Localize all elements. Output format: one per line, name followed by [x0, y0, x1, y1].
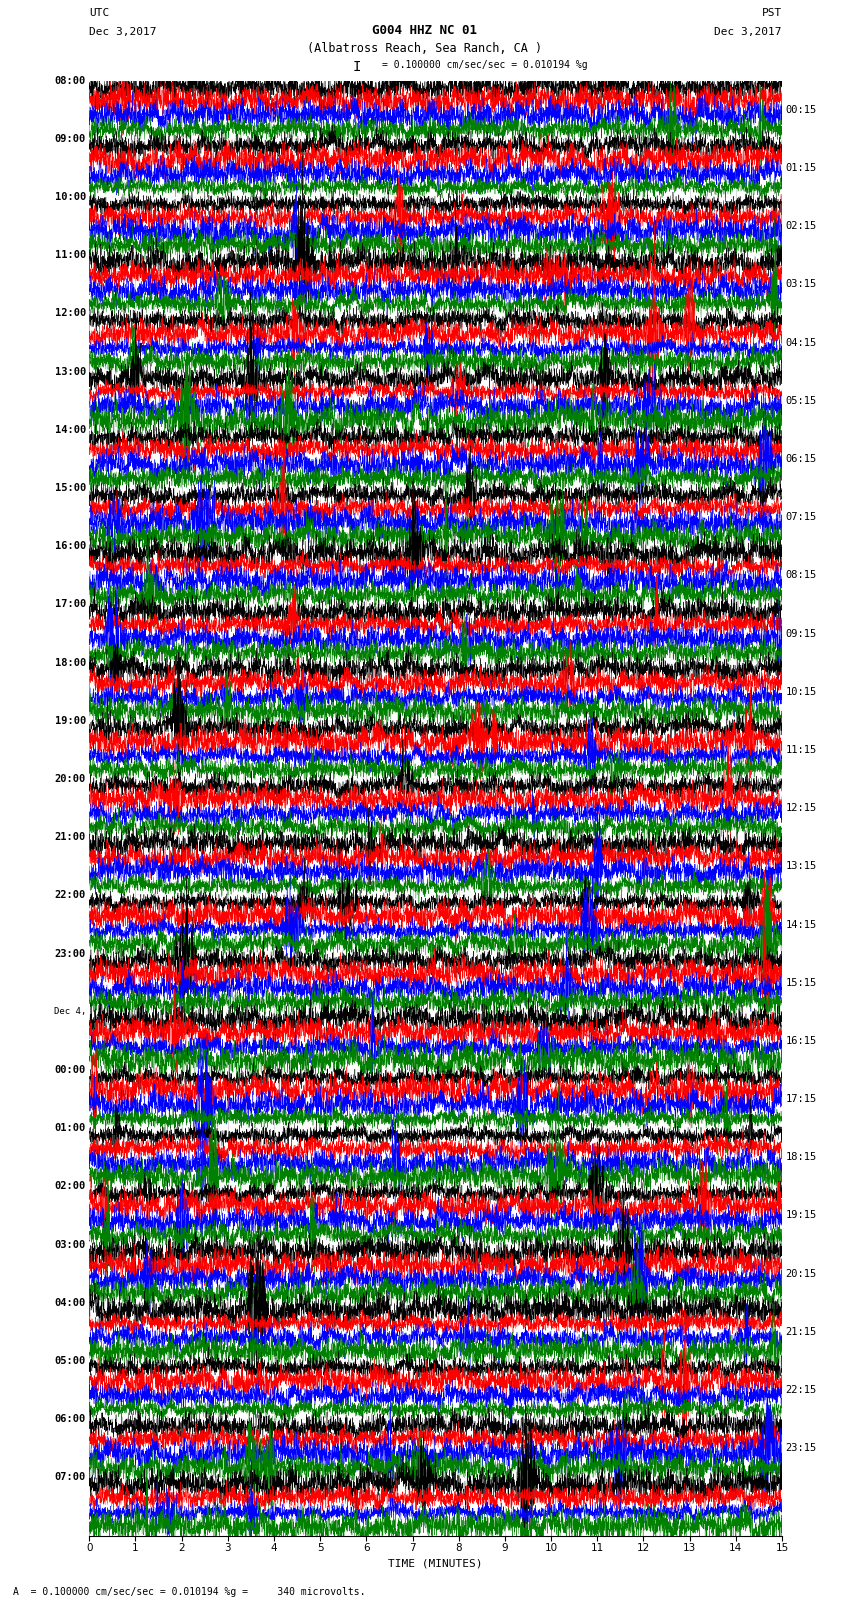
Text: 06:15: 06:15: [785, 453, 817, 465]
Text: 06:00: 06:00: [54, 1415, 86, 1424]
Text: 20:00: 20:00: [54, 774, 86, 784]
Text: (Albatross Reach, Sea Ranch, CA ): (Albatross Reach, Sea Ranch, CA ): [308, 42, 542, 55]
Text: 15:15: 15:15: [785, 977, 817, 987]
Text: 08:15: 08:15: [785, 571, 817, 581]
Text: 00:00: 00:00: [54, 1065, 86, 1074]
Text: 18:00: 18:00: [54, 658, 86, 668]
Text: 03:00: 03:00: [54, 1240, 86, 1250]
Text: 18:15: 18:15: [785, 1152, 817, 1163]
Text: 10:15: 10:15: [785, 687, 817, 697]
Text: UTC: UTC: [89, 8, 110, 18]
Text: 02:00: 02:00: [54, 1181, 86, 1192]
Text: G004 HHZ NC 01: G004 HHZ NC 01: [372, 24, 478, 37]
Text: 08:00: 08:00: [54, 76, 86, 85]
Text: 22:15: 22:15: [785, 1386, 817, 1395]
Text: 12:00: 12:00: [54, 308, 86, 318]
Text: 11:00: 11:00: [54, 250, 86, 260]
Text: Dec 4,: Dec 4,: [54, 1007, 86, 1016]
Text: 01:15: 01:15: [785, 163, 817, 173]
Text: 14:15: 14:15: [785, 919, 817, 929]
Text: 11:15: 11:15: [785, 745, 817, 755]
Text: I: I: [353, 60, 361, 74]
Text: 04:15: 04:15: [785, 337, 817, 347]
Text: 15:00: 15:00: [54, 482, 86, 494]
Text: A  = 0.100000 cm/sec/sec = 0.010194 %g =     340 microvolts.: A = 0.100000 cm/sec/sec = 0.010194 %g = …: [13, 1587, 366, 1597]
Text: 16:15: 16:15: [785, 1036, 817, 1045]
Text: = 0.100000 cm/sec/sec = 0.010194 %g: = 0.100000 cm/sec/sec = 0.010194 %g: [382, 60, 588, 69]
Text: 17:15: 17:15: [785, 1094, 817, 1103]
Text: 09:15: 09:15: [785, 629, 817, 639]
Text: 12:15: 12:15: [785, 803, 817, 813]
Text: 13:15: 13:15: [785, 861, 817, 871]
Text: 04:00: 04:00: [54, 1298, 86, 1308]
Text: 07:00: 07:00: [54, 1473, 86, 1482]
Text: Dec 3,2017: Dec 3,2017: [715, 27, 782, 37]
Text: 13:00: 13:00: [54, 366, 86, 376]
Text: 23:00: 23:00: [54, 948, 86, 958]
Text: Dec 3,2017: Dec 3,2017: [89, 27, 156, 37]
Text: 22:00: 22:00: [54, 890, 86, 900]
Text: 02:15: 02:15: [785, 221, 817, 231]
Text: PST: PST: [762, 8, 782, 18]
Text: 05:00: 05:00: [54, 1357, 86, 1366]
Text: 23:15: 23:15: [785, 1444, 817, 1453]
Text: 07:15: 07:15: [785, 513, 817, 523]
X-axis label: TIME (MINUTES): TIME (MINUTES): [388, 1558, 483, 1569]
Text: 19:15: 19:15: [785, 1210, 817, 1221]
Text: 16:00: 16:00: [54, 542, 86, 552]
Text: 21:15: 21:15: [785, 1327, 817, 1337]
Text: 20:15: 20:15: [785, 1269, 817, 1279]
Text: 21:00: 21:00: [54, 832, 86, 842]
Text: 03:15: 03:15: [785, 279, 817, 289]
Text: 19:00: 19:00: [54, 716, 86, 726]
Text: 10:00: 10:00: [54, 192, 86, 202]
Text: 01:00: 01:00: [54, 1123, 86, 1134]
Text: 09:00: 09:00: [54, 134, 86, 144]
Text: 17:00: 17:00: [54, 600, 86, 610]
Text: 00:15: 00:15: [785, 105, 817, 115]
Text: 05:15: 05:15: [785, 395, 817, 406]
Text: 14:00: 14:00: [54, 424, 86, 436]
